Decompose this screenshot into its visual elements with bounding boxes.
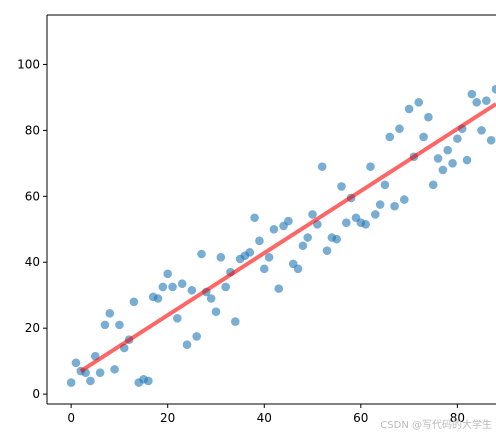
data-point [221, 282, 230, 292]
data-point [337, 182, 346, 191]
data-point [375, 200, 385, 209]
data-point [448, 159, 457, 168]
data-point [192, 332, 201, 341]
scatter-points [66, 84, 496, 387]
data-point [395, 124, 404, 134]
data-point [317, 162, 327, 171]
data-point [443, 145, 453, 155]
data-point [332, 234, 341, 244]
data-point [414, 98, 424, 107]
y-tick-label: 80 [25, 123, 40, 137]
data-point [491, 84, 496, 94]
y-tick-label: 20 [25, 321, 40, 335]
data-point [453, 134, 462, 143]
data-point [129, 297, 139, 307]
data-point [264, 253, 274, 262]
data-point [259, 264, 269, 274]
data-point [274, 284, 284, 293]
x-tick-label: 20 [160, 411, 175, 425]
data-point [322, 246, 332, 256]
data-point [216, 253, 226, 262]
data-point [86, 376, 95, 386]
data-point [308, 210, 317, 219]
data-point [477, 126, 486, 135]
y-tick-label: 60 [25, 189, 40, 203]
data-point [428, 180, 438, 190]
data-point [433, 154, 443, 163]
data-point [438, 165, 448, 175]
data-point [211, 307, 221, 316]
data-point [399, 195, 409, 204]
data-point [250, 213, 259, 223]
data-point [187, 285, 197, 295]
data-point [245, 248, 255, 257]
data-point [163, 269, 172, 279]
data-point [404, 104, 414, 114]
data-point [371, 210, 380, 219]
data-point [424, 112, 433, 122]
data-point [110, 365, 119, 374]
x-tick-label: 0 [67, 411, 75, 425]
data-point [293, 264, 303, 274]
watermark: CSDN @写代码的大学生 [380, 420, 492, 431]
data-point [230, 317, 240, 326]
data-point [158, 282, 168, 292]
y-tick-label: 0 [32, 387, 40, 401]
data-point [303, 233, 313, 242]
data-point [467, 89, 477, 99]
x-tick-label: 60 [353, 411, 368, 425]
data-point [390, 201, 399, 211]
data-point [71, 358, 81, 368]
data-point [197, 249, 206, 259]
data-point [486, 135, 496, 145]
axes: 0 20 40 60 80 0 20 40 60 80 100 [17, 14, 496, 425]
data-point [95, 368, 105, 377]
data-point [366, 162, 375, 171]
data-point [100, 320, 110, 330]
data-point [105, 309, 115, 318]
data-point [419, 132, 428, 142]
data-point [361, 220, 370, 229]
regression-line [79, 102, 496, 373]
data-point [144, 376, 153, 386]
y-tick-label: 40 [25, 255, 40, 269]
data-point [482, 96, 491, 106]
data-point [380, 180, 390, 190]
data-point [269, 224, 279, 234]
data-point [115, 320, 124, 330]
data-point [66, 378, 76, 387]
regression-line-layer [79, 102, 496, 373]
data-point [206, 294, 216, 303]
data-point [298, 241, 308, 251]
data-point [153, 294, 163, 303]
x-tick-label: 80 [450, 411, 465, 425]
data-point [255, 236, 264, 246]
data-point [168, 282, 177, 292]
data-point [342, 218, 351, 227]
y-tick-label: 100 [17, 57, 40, 71]
x-tick-label: 40 [257, 411, 272, 425]
data-point [472, 98, 481, 107]
data-point [177, 279, 187, 288]
data-point [385, 132, 395, 142]
data-point [173, 313, 182, 323]
data-point [462, 155, 472, 165]
data-point [182, 340, 192, 349]
data-point [284, 216, 293, 226]
